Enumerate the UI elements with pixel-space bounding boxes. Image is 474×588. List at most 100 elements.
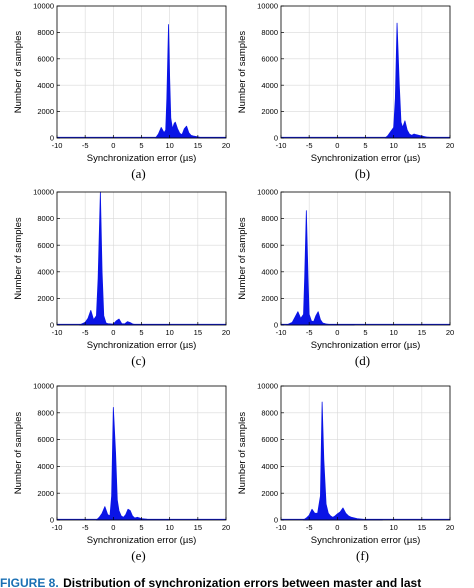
y-tick-label: 0 [274,134,278,143]
chart-panel: -10 -5 0 5 10 15 20 0 2000 4000 6000 8000 10000 Synch… [13,188,230,368]
x-tick-label: 15 [418,523,426,532]
x-tick-label: 0 [111,141,115,150]
x-tick-label: 5 [363,141,367,150]
y-axis-label: Number of samples [237,412,248,495]
y-tick-label: 8000 [261,28,278,37]
y-axis-label: Number of samples [237,31,248,114]
y-tick-label: 6000 [261,435,278,444]
x-tick-label: 20 [446,141,454,150]
x-tick-label: 5 [139,523,143,532]
y-tick-label: 4000 [261,462,278,471]
y-tick-label: 0 [50,134,54,143]
histogram-area [286,210,355,326]
x-axis-label: Synchronization error (µs) [87,535,196,546]
chart-panel: -10 -5 0 5 10 15 20 0 2000 4000 6000 8000 10000 Synch… [13,2,230,181]
y-tick-label: 10000 [257,2,278,11]
x-tick-label: 15 [418,141,426,150]
y-tick-label: 4000 [37,267,54,276]
x-tick-label: -5 [306,141,313,150]
y-tick-label: 2000 [261,294,278,303]
y-tick-label: 10000 [33,2,54,11]
caption-prefix: FIGURE 8. [0,576,59,588]
x-tick-label: -10 [276,523,287,532]
x-tick-label: 15 [194,328,202,337]
y-tick-label: 0 [50,321,54,330]
y-tick-label: 10000 [33,382,54,391]
x-tick-label: 20 [222,523,230,532]
chart-panel: -10 -5 0 5 10 15 20 0 2000 4000 6000 8000 10000 Synch… [237,2,454,181]
y-tick-label: 0 [50,516,54,525]
x-tick-label: -5 [82,328,89,337]
x-tick-label: 5 [139,141,143,150]
x-tick-label: 0 [335,141,339,150]
y-tick-label: 2000 [37,294,54,303]
panel-label: (a) [131,166,145,181]
y-tick-label: 10000 [33,188,54,197]
x-axis-label: Synchronization error (µs) [87,153,196,164]
x-tick-label: 0 [335,328,339,337]
x-tick-label: -5 [82,141,89,150]
y-tick-label: 2000 [261,107,278,116]
x-tick-label: 10 [165,328,173,337]
y-tick-label: 8000 [261,214,278,223]
x-tick-label: 10 [165,141,173,150]
figure-caption: FIGURE 8. Distribution of synchronizatio… [0,574,474,588]
y-tick-label: 4000 [37,462,54,471]
y-tick-label: 6000 [37,241,54,250]
y-tick-label: 6000 [261,54,278,63]
panel-label: (f) [356,548,369,563]
y-tick-label: 6000 [37,435,54,444]
y-tick-label: 0 [274,516,278,525]
y-axis-label: Number of samples [13,31,24,114]
chart-panels: -10 -5 0 5 10 15 200200040006000800010000Synch… [13,2,454,563]
y-tick-label: 2000 [37,107,54,116]
y-tick-label: 4000 [261,267,278,276]
x-tick-label: 20 [446,328,454,337]
chart-panel: -10 -5 0 5 10 15 20 0 2000 4000 6000 8000 10000 Synch… [237,188,454,368]
x-tick-label: 5 [139,328,143,337]
x-tick-label: 10 [389,141,397,150]
x-tick-label: 10 [389,523,397,532]
chart-panel: -10 -5 0 5 10 15 20 0 2000 4000 6000 8000 10000 Synch… [237,382,454,563]
histogram-area [303,401,383,521]
y-tick-label: 2000 [37,489,54,498]
panel-label: (e) [131,548,145,563]
x-tick-label: 5 [363,328,367,337]
x-axis-label: Synchronization error (µs) [87,340,196,351]
x-tick-label: -10 [52,523,63,532]
histogram-area [155,24,227,139]
x-tick-label: 0 [111,328,115,337]
y-tick-label: 10000 [257,188,278,197]
x-tick-label: -10 [52,328,63,337]
histogram-area [96,407,171,521]
y-tick-label: 8000 [37,408,54,417]
x-axis-label: Synchronization error (µs) [311,340,420,351]
x-tick-label: 0 [111,523,115,532]
y-tick-label: 6000 [261,241,278,250]
histogram-area [79,191,171,326]
x-axis-label: Synchronization error (µs) [311,153,420,164]
x-tick-label: 5 [363,523,367,532]
y-tick-label: 2000 [261,489,278,498]
x-tick-label: -10 [276,328,287,337]
x-tick-label: -5 [82,523,89,532]
x-tick-label: 20 [446,523,454,532]
panel-label: (b) [355,166,370,181]
y-tick-label: 10000 [257,382,278,391]
x-tick-label: 20 [222,328,230,337]
y-tick-label: 4000 [261,81,278,90]
x-tick-label: -10 [52,141,63,150]
y-axis-label: Number of samples [237,217,248,300]
y-axis-label: Number of samples [13,217,24,300]
y-axis-label: Number of samples [13,412,24,495]
x-tick-label: 20 [222,141,230,150]
panel-label: (c) [131,353,145,368]
x-tick-label: 10 [165,523,173,532]
x-tick-label: 0 [335,523,339,532]
chart-panel: -10 -5 0 5 10 15 20 0 2000 4000 6000 8000 10000 Synch… [13,382,230,563]
panel-label: (d) [355,353,370,368]
y-tick-label: 8000 [37,28,54,37]
x-tick-label: 10 [389,328,397,337]
y-tick-label: 0 [274,321,278,330]
